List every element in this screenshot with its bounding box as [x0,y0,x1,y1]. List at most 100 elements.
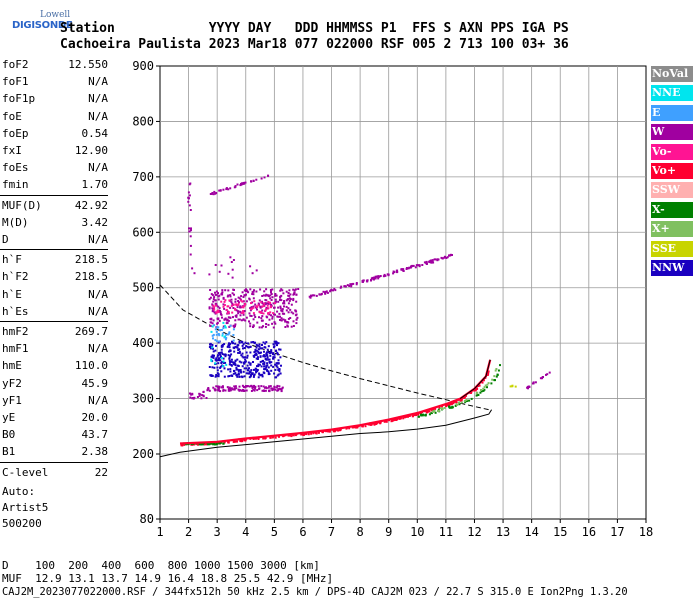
echo-point [276,389,279,392]
echo-point [352,282,355,285]
echo-point [292,293,295,296]
echo-point [270,364,273,367]
echo-point [468,399,471,402]
echo-point [280,294,283,297]
echo-point [282,292,285,295]
echo-point [221,344,224,346]
echo-point [317,431,320,434]
echo-point [250,315,253,317]
echo-point [228,387,231,390]
echo-point [255,346,258,349]
echo-point [532,381,535,384]
echo-point [239,369,242,371]
echo-point [433,410,436,412]
echo-point [278,348,281,351]
param-value: 269.7 [74,325,108,338]
echo-point [267,302,270,305]
param-row: B1 2.38 [2,445,108,462]
echo-point [247,291,250,294]
echo-point [431,261,434,264]
echo-point [326,291,329,294]
echo-point [274,368,277,371]
echo-point [263,361,266,364]
param-value: 1.70 [81,178,109,192]
echo-point [268,295,271,298]
echo-point [251,291,254,294]
echo-point [214,349,217,352]
echo-point [259,288,262,291]
echo-point [211,366,214,369]
echo-point [258,343,261,346]
echo-point [245,351,248,354]
echo-point [221,334,224,337]
echo-point [200,443,202,446]
echo-point [261,295,264,297]
echo-point [273,385,276,388]
echo-point [322,290,325,293]
echo-point [384,274,387,277]
echo-point [261,302,264,305]
echo-point [270,349,273,352]
echo-point [213,308,216,311]
echo-point [427,410,430,413]
echo-point [242,386,245,388]
echo-point [244,341,247,344]
param-label: B1 [2,445,16,459]
echo-point [284,319,287,322]
echo-point [275,364,278,367]
echo-point [196,396,199,398]
y-tick-label: 800 [132,114,154,128]
echo-point [211,346,214,349]
param-label: hmE [2,359,22,373]
echo-point [275,300,277,303]
echo-point [495,368,498,370]
echo-point [414,414,417,416]
echo-point [236,183,239,186]
echo-point [211,303,214,306]
echo-point [268,358,271,361]
echo-point [259,347,262,350]
echo-point [252,361,254,363]
echo-point [246,385,249,387]
echo-point [279,356,282,359]
echo-point [456,403,459,406]
echo-point [491,378,494,381]
echo-point [420,413,422,416]
echo-point [339,286,342,289]
echo-point [272,388,275,391]
echo-point [446,256,449,259]
echo-point [253,351,256,354]
echo-point [266,354,269,357]
ionogram-plot: 1 2 3 4 5 6 7 8 9 10 11 12 13 14 15 16 17 188020030040050… [132,59,653,539]
echo-point [212,193,215,196]
echo-point [222,303,225,306]
echo-point [271,296,274,299]
echo-point [272,326,275,329]
echo-point [484,384,487,387]
echo-point [455,400,458,403]
param-row: hmF2 269.7 [2,325,108,342]
echo-point [448,404,451,407]
echo-point [214,293,217,296]
echo-point [255,352,258,355]
x-tick-label: 3 [214,525,221,539]
echo-point [235,387,238,390]
echo-point [432,408,434,411]
echo-point [249,351,252,354]
echo-point [238,375,241,378]
echo-point [229,316,232,319]
echo-point [224,335,226,338]
echo-point [215,340,218,343]
echo-point [328,430,331,433]
echo-point [242,343,245,346]
echo-point [411,415,414,418]
echo-point [248,367,250,370]
param-label: h`E [2,287,22,301]
echo-point [355,283,358,286]
echo-point [260,301,263,304]
header-row-1: Station YYYY DAY DDD HHMMSS P1 FFS S AXN… [60,21,569,36]
echo-point [255,343,258,346]
echo-point [208,307,211,310]
echo-point [233,369,235,372]
echo-point [228,332,231,335]
